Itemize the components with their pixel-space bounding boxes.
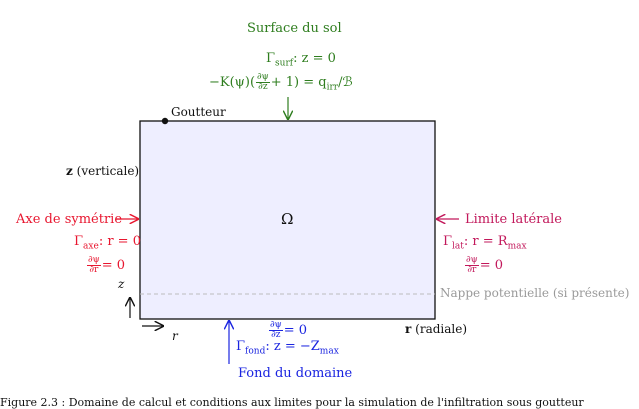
bottom-boundary-condition: Γfond: z = −Zmax	[236, 339, 339, 357]
bottom-neumann-condition: ∂ψ ∂z = 0	[269, 320, 308, 340]
dripper-label: Goutteur	[171, 105, 226, 119]
bottom-boundary-title: Fond du domaine	[238, 366, 353, 381]
domain-omega-label: Ω	[281, 210, 294, 228]
right-neumann-condition: ∂ψ ∂r = 0	[465, 255, 504, 275]
vertical-axis-label: z (verticale)	[66, 164, 140, 178]
top-condition-text: : z = 0	[293, 51, 336, 66]
top-flux-rhs: + 1) = q	[270, 75, 327, 90]
top-gamma-subscript: surf	[275, 58, 294, 69]
radial-axis-label: r (radiale)	[405, 322, 468, 336]
right-boundary-title: Limite latérale	[465, 212, 562, 227]
top-flux-fraction: ∂ψ ∂z	[256, 72, 270, 92]
left-boundary-title: Axe de symétrie	[16, 212, 123, 227]
top-flux-rhs-tail: /ℬ	[338, 75, 353, 90]
small-z-label: z	[118, 277, 125, 291]
top-flux-rhs-subscript: irr	[326, 82, 339, 93]
radial-axis-symbol: r	[405, 322, 412, 336]
computational-domain	[139, 120, 436, 320]
top-flux-condition: −K(ψ)(∂ψ ∂z + 1) = qirr/ℬ	[209, 73, 353, 93]
vertical-axis-symbol: z	[66, 164, 73, 178]
small-r-label: r	[172, 329, 178, 343]
dripper-point	[161, 117, 169, 125]
left-neumann-condition: ∂ψ ∂r = 0	[87, 255, 126, 275]
left-boundary-condition: Γaxe: r = 0	[74, 234, 141, 252]
figure-caption: Figure 2.3 : Domaine de calcul et condit…	[0, 396, 584, 409]
top-boundary-condition: Γsurf: z = 0	[266, 51, 336, 69]
right-boundary-condition: Γlat: r = Rmax	[443, 234, 527, 252]
top-flux-lhs: −K(ψ)(	[209, 75, 256, 90]
water-table-label: Nappe potentielle (si présente)	[440, 286, 630, 300]
top-boundary-title: Surface du sol	[247, 21, 342, 36]
